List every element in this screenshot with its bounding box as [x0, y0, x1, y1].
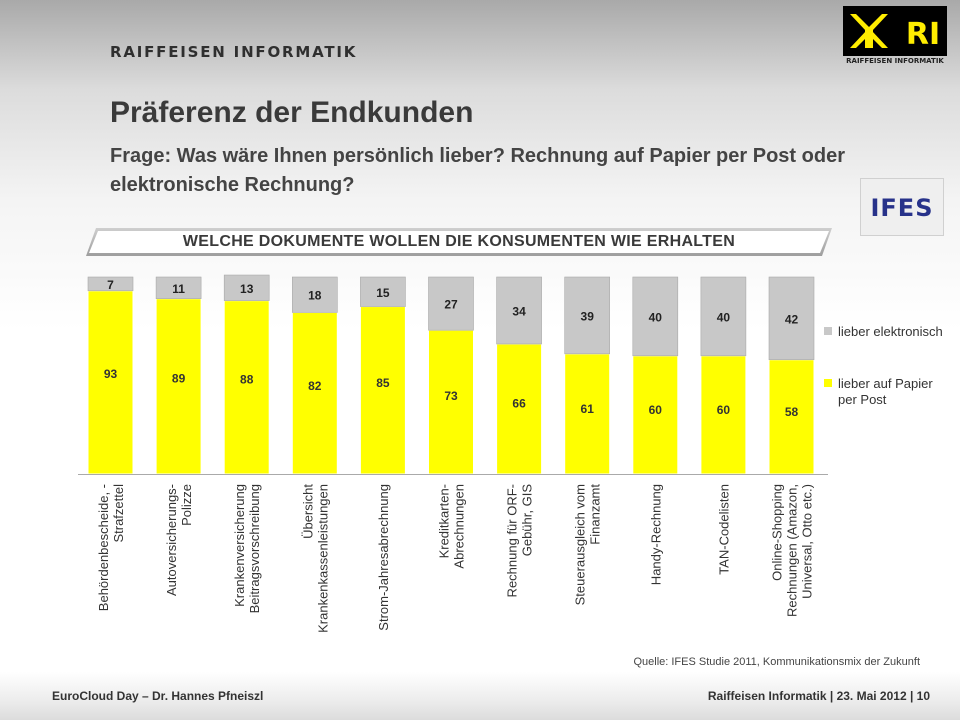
logo-letters: RI — [906, 17, 940, 52]
category-label: Steuerausgleich vom — [573, 484, 588, 605]
bar-paper — [291, 311, 338, 475]
bar-paper — [223, 300, 270, 475]
logo-background — [843, 6, 947, 56]
data-label-electronic: 34 — [512, 304, 526, 318]
category-label: Rechnungen (Amazon, — [785, 484, 800, 617]
category-label: Universal, Otto etc.) — [800, 484, 815, 599]
data-label-paper: 60 — [649, 403, 663, 417]
category-label: Beitragsvorschreibung — [247, 484, 262, 613]
page-title: Präferenz der Endkunden — [110, 96, 474, 129]
bar-electronic — [155, 276, 202, 299]
legend-label-paper: lieber auf Papier — [838, 376, 933, 391]
data-label-electronic: 40 — [649, 310, 663, 324]
logo-caption: RAIFFEISEN INFORMATIK — [846, 57, 944, 65]
bar-paper — [155, 298, 202, 475]
bar-paper — [768, 359, 815, 475]
bar-paper — [359, 306, 406, 475]
category-labels-layer: Behördenbescheide, - Strafzettel Autoversi… — [96, 484, 815, 633]
bar-paper — [428, 329, 474, 475]
crossed-gables-icon — [850, 14, 888, 48]
raiffeisen-logo: RI — [843, 6, 947, 56]
category-label: Finanzamt — [588, 484, 603, 545]
bars-layer: 93 7 89 11 88 13 82 18 85 15 73 27 66 34 61 39 60 40 60 40 5… — [87, 274, 815, 475]
data-label-electronic: 13 — [240, 282, 254, 296]
ifes-wordmark: IFES — [870, 194, 933, 220]
data-label-paper: 82 — [308, 379, 322, 393]
category-label: Krankenkassenleistungen — [315, 484, 330, 633]
data-label-paper: 58 — [785, 405, 799, 419]
banner-text: WELCHE DOKUMENTE WOLLEN DIE KONSUMENTEN … — [89, 231, 829, 253]
bar-electronic — [496, 276, 542, 345]
category-label: Abrechnungen — [452, 484, 467, 569]
data-label-paper: 60 — [717, 403, 731, 417]
ifes-logo: IFES — [860, 178, 944, 236]
category-label: Übersicht — [300, 484, 315, 539]
legend-swatch-electronic — [824, 327, 832, 335]
section-banner: WELCHE DOKUMENTE WOLLEN DIE KONSUMENTEN … — [86, 228, 832, 256]
data-label-electronic: 7 — [107, 278, 114, 292]
category-label: Strafzettel — [111, 484, 126, 543]
data-label-paper: 66 — [512, 396, 526, 410]
bar-electronic — [87, 276, 134, 292]
bar-electronic — [223, 274, 270, 301]
ifes-logo-text: IFES — [870, 194, 933, 220]
data-label-electronic: 11 — [172, 282, 185, 296]
category-label: Kreditkarten- — [437, 484, 452, 558]
category-label: Gebühr, GIS — [520, 484, 535, 557]
data-label-paper: 88 — [240, 373, 254, 387]
category-label: TAN-Codelisten — [716, 484, 731, 575]
category-label: Polizze — [179, 484, 194, 526]
bar-paper — [87, 290, 134, 475]
data-label-electronic: 27 — [444, 298, 458, 312]
bar-paper — [632, 355, 679, 475]
bar-electronic — [428, 276, 474, 331]
bar-paper — [496, 343, 543, 475]
footer-page-info: Raiffeisen Informatik | 23. Mai 2012 | 1… — [707, 689, 930, 703]
bar-electronic — [632, 276, 679, 357]
data-label-paper: 61 — [581, 402, 595, 416]
bar-electronic — [768, 276, 815, 361]
category-label: Behördenbescheide, - — [96, 484, 111, 611]
bar-electronic — [564, 276, 611, 355]
source-note: Quelle: IFES Studie 2011, Kommunikations… — [633, 656, 920, 668]
category-label: Online-Shopping — [770, 484, 785, 581]
survey-question: Frage: Was wäre Ihnen persönlich lieber?… — [110, 145, 845, 196]
bar-electronic — [700, 276, 747, 357]
legend-label-electronic: lieber elektronisch — [838, 324, 943, 339]
brand-name: RAIFFEISEN INFORMATIK — [110, 43, 358, 61]
data-label-paper: 85 — [376, 376, 390, 390]
footer-bar: EuroCloud Day – Dr. Hannes Pfneiszl Raif… — [0, 672, 960, 720]
legend-label-paper: per Post — [838, 392, 887, 407]
footer-presenter: EuroCloud Day – Dr. Hannes Pfneiszl — [52, 689, 264, 703]
data-label-electronic: 39 — [581, 309, 595, 323]
data-label-electronic: 15 — [376, 286, 390, 300]
category-label: Rechnung für ORF- — [505, 484, 520, 597]
data-label-electronic: 40 — [717, 310, 731, 324]
category-label: Krankenversicherung — [232, 484, 247, 607]
data-label-electronic: 18 — [308, 289, 322, 303]
bar-electronic — [291, 276, 338, 313]
category-label: Autoversicherungs- — [164, 484, 179, 596]
data-label-electronic: 42 — [785, 312, 799, 326]
legend: lieber elektronisch lieber auf Papierper … — [824, 324, 943, 407]
data-label-paper: 93 — [104, 367, 118, 381]
bar-electronic — [360, 276, 406, 307]
data-label-paper: 73 — [444, 389, 458, 403]
data-label-paper: 89 — [172, 372, 186, 386]
category-label: Strom-Jahresabrechnung — [376, 484, 391, 631]
category-label: Handy-Rechnung — [648, 484, 663, 585]
legend-swatch-paper — [824, 379, 832, 387]
